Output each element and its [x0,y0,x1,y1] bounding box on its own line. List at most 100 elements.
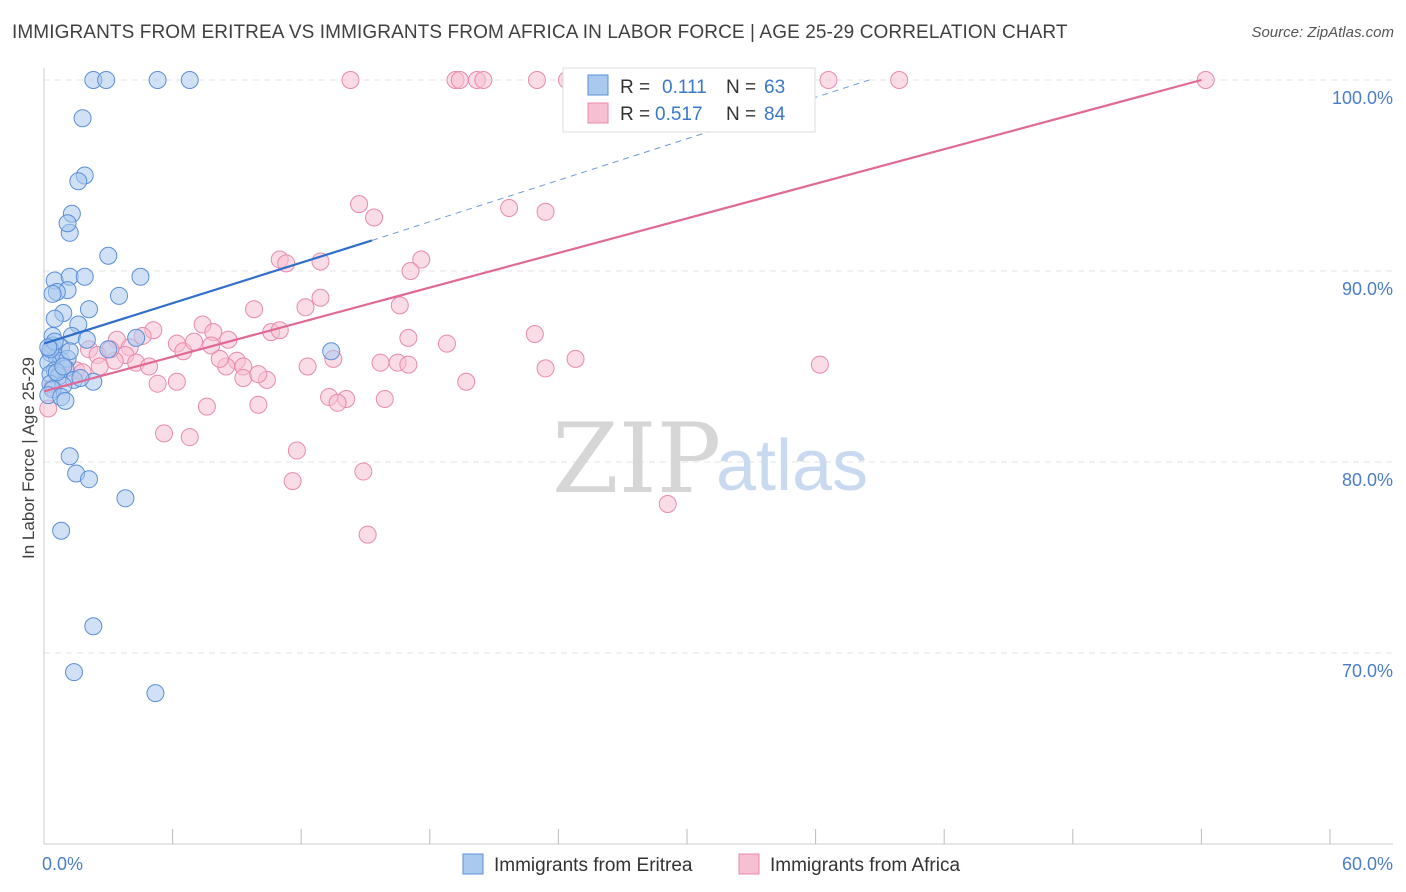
point-africa [358,525,377,544]
point-eritrea [84,617,103,636]
point-eritrea [77,330,96,349]
x-tick-label: 0.0% [42,854,83,874]
point-africa [185,332,204,351]
x-ticks [172,829,1331,844]
y-tick-label: 100.0% [1332,88,1393,108]
point-eritrea [322,342,341,361]
point-africa [283,472,302,491]
point-africa [536,359,555,378]
stats-legend: R = 0.111 N = 63 R = 0.517 N = 84 [562,67,816,133]
point-africa [287,441,306,460]
x-tick-labels: 0.0% 60.0% [42,854,1393,874]
point-eritrea [99,246,118,265]
trend-line-eritrea [43,239,373,345]
point-africa [457,372,476,391]
y-tick-label: 70.0% [1342,661,1393,681]
y-tick-label: 90.0% [1342,279,1393,299]
point-eritrea [54,357,73,376]
point-eritrea [99,340,118,359]
point-eritrea [60,342,79,361]
point-africa [890,71,909,89]
point-africa [197,397,216,416]
point-africa [412,250,431,269]
point-africa [527,71,546,89]
axes [43,68,1393,845]
legend-swatch-africa [587,102,609,124]
point-africa [350,195,369,214]
point-eritrea [146,684,165,703]
point-eritrea [180,71,199,89]
source-label: Source: ZipAtlas.com [1251,24,1394,41]
point-africa [474,71,493,89]
point-eritrea [131,267,150,286]
chart-title: IMMIGRANTS FROM ERITREA VS IMMIGRANTS FR… [12,22,1068,43]
point-eritrea [73,109,92,128]
point-eritrea [69,172,88,191]
point-eritrea [56,391,75,410]
point-africa [298,357,317,376]
point-africa [90,357,109,376]
trend-lines [43,78,1202,393]
point-eritrea [60,447,79,466]
y-tick-labels: 70.0% 80.0% 90.0% 100.0% [1332,88,1393,681]
point-africa [210,349,229,368]
point-africa [245,300,264,319]
legend-r-label-eritrea: R = [620,77,650,98]
point-eritrea [65,663,84,682]
y-axis-label: In Labor Force | Age 25-29 [19,357,38,559]
legend-n-value-africa: 84 [764,104,786,125]
point-africa [148,374,167,393]
point-africa [311,288,330,307]
trend-line-africa [43,78,1202,393]
point-africa [371,353,390,372]
point-africa [375,389,394,408]
bottom-legend-label-eritrea: Immigrants from Eritrea [494,855,693,876]
point-africa [155,424,174,443]
point-eritrea [43,284,62,303]
point-africa [365,208,384,227]
point-africa [249,365,268,384]
point-eritrea [75,267,94,286]
legend-r-label-africa: R = [620,104,650,125]
grid-lines [44,79,1393,654]
legend-swatch-eritrea [587,74,609,96]
point-africa [500,198,519,217]
point-africa [536,202,555,221]
point-africa [399,328,418,347]
point-africa [566,349,585,368]
point-africa [180,428,199,447]
point-eritrea [116,489,135,508]
legend-r-value-eritrea: 0.111 [662,77,707,98]
point-africa [234,368,253,387]
point-eritrea [80,470,99,489]
point-africa [819,71,838,89]
point-eritrea [127,328,146,347]
point-eritrea [52,521,71,540]
point-africa [328,393,347,412]
point-eritrea [148,71,167,89]
point-africa [658,495,677,514]
watermark: ZIP atlas [552,403,868,515]
point-africa [399,355,418,374]
point-africa [354,462,373,481]
point-africa [401,262,420,280]
legend-r-value-africa: 0.517 [655,104,703,125]
legend-n-value-eritrea: 63 [764,77,785,98]
point-africa [341,71,360,89]
y-tick-label: 80.0% [1342,470,1393,490]
point-africa [167,372,186,391]
point-eritrea [110,286,129,305]
x-tick-label: 60.0% [1342,854,1393,874]
bottom-legend-label-africa: Immigrants from Africa [770,855,960,876]
watermark-atlas: atlas [716,426,868,506]
point-eritrea [97,71,116,89]
point-africa [525,325,544,344]
point-africa [249,395,268,414]
point-africa [450,71,469,89]
point-eritrea [45,309,64,328]
watermark-zip: ZIP [552,403,721,515]
point-eritrea [80,300,99,319]
legend-n-label-africa: N = [726,104,756,125]
point-eritrea [58,214,77,233]
